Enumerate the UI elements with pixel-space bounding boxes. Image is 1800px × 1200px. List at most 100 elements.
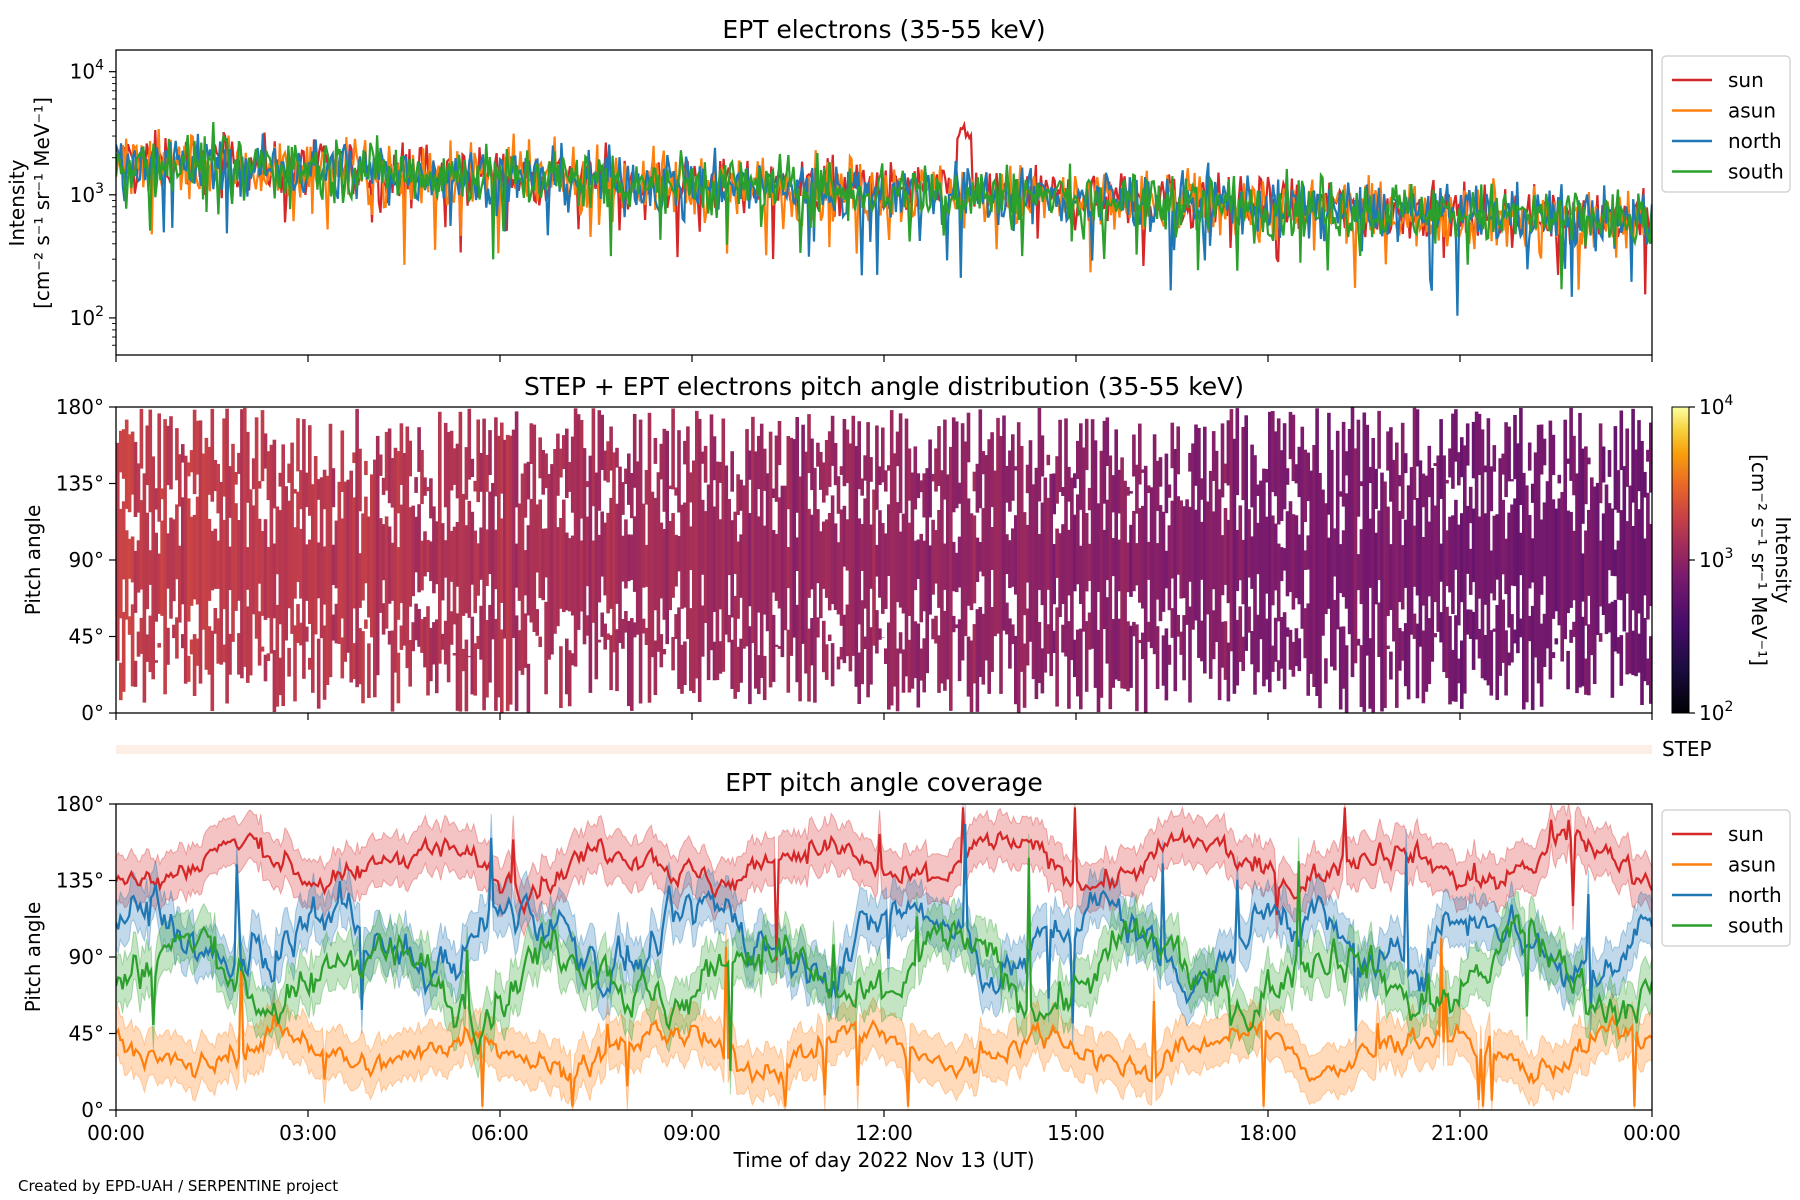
- heatmap-cell: [228, 466, 232, 518]
- coverage-line-asun: [116, 937, 1652, 1107]
- heatmap-cell: [479, 527, 483, 580]
- heatmap-cell: [712, 506, 717, 612]
- heatmap-cell: [913, 446, 918, 510]
- heatmap-cell: [1563, 419, 1567, 640]
- heatmap-cell: [907, 448, 912, 501]
- heatmap-cell: [1253, 455, 1257, 695]
- heatmap-cell: [1138, 639, 1142, 644]
- legend-label-sun: sun: [1728, 68, 1764, 92]
- heatmap-cell: [186, 498, 191, 622]
- heatmap-cell: [210, 630, 215, 711]
- heatmap-cell: [762, 525, 767, 615]
- heatmap-cell: [1631, 408, 1635, 503]
- heatmap-cell: [689, 526, 693, 571]
- heatmap-cell: [1392, 459, 1396, 642]
- legend-label-south: south: [1728, 914, 1784, 938]
- heatmap-cell: [1315, 408, 1319, 696]
- heatmap-cell: [1554, 508, 1559, 612]
- heatmap-cell: [1226, 519, 1231, 604]
- heatmap-cell: [1389, 427, 1393, 502]
- heatmap-cell: [627, 534, 631, 582]
- heatmap-cell: [937, 426, 941, 486]
- heatmap-cell: [1519, 532, 1523, 576]
- heatmap-cell: [1389, 544, 1393, 610]
- heatmap-cell: [1220, 423, 1225, 498]
- heatmap-cell: [931, 473, 935, 482]
- heatmap-cell: [1386, 506, 1390, 617]
- heatmap-cell: [119, 430, 123, 473]
- heatmap-cell: [1182, 615, 1186, 681]
- heatmap-cell: [1613, 426, 1618, 510]
- heatmap-cell: [715, 461, 720, 681]
- heatmap-cell: [260, 531, 265, 616]
- heatmap-cell: [1631, 526, 1635, 611]
- heatmap-cell: [346, 479, 350, 653]
- heatmap-cell: [635, 461, 640, 635]
- heatmap-cell: [1073, 639, 1077, 678]
- heatmap-cell: [139, 408, 144, 469]
- heatmap-cell: [1486, 418, 1491, 686]
- heatmap-cell: [830, 495, 835, 605]
- heatmap-cell: [624, 468, 628, 484]
- heatmap-cell: [913, 540, 918, 591]
- heatmap-cell: [975, 463, 980, 513]
- heatmap-cell: [863, 455, 867, 481]
- heatmap-cell: [181, 497, 185, 605]
- heatmap-cell: [1557, 498, 1562, 626]
- heatmap-cell: [668, 485, 672, 490]
- heatmap-cell: [875, 610, 879, 654]
- heatmap-cell: [1572, 530, 1576, 601]
- heatmap-cell: [1457, 452, 1461, 486]
- heatmap-cell: [207, 446, 212, 495]
- heatmap-cell: [934, 615, 938, 644]
- heatmap-cell: [1282, 612, 1287, 690]
- heatmap-cell: [1643, 471, 1647, 498]
- heatmap-cell: [588, 455, 593, 693]
- heatmap-cell: [381, 603, 386, 635]
- heatmap-cell: [683, 641, 687, 685]
- heatmap-cell: [204, 437, 209, 670]
- heatmap-cell: [414, 477, 418, 493]
- heatmap-cell: [334, 603, 339, 644]
- heatmap-cell: [887, 504, 891, 576]
- heatmap-cell: [845, 604, 850, 657]
- heatmap-cell: [331, 544, 336, 585]
- heatmap-cell: [1451, 413, 1455, 489]
- heatmap-cell: [240, 409, 244, 679]
- heatmap-cell: [390, 630, 395, 712]
- heatmap-cell: [700, 499, 705, 575]
- heatmap-cell: [500, 422, 504, 494]
- heatmap-cell: [1200, 478, 1204, 500]
- heatmap-cell: [1070, 477, 1074, 661]
- heatmap-cell: [399, 504, 404, 604]
- heatmap-cell: [1028, 440, 1033, 642]
- panel-step-strip: STEP: [116, 737, 1712, 761]
- heatmap-cell: [774, 533, 779, 601]
- heatmap-cell: [1333, 528, 1337, 577]
- series-line-north: [116, 133, 1652, 316]
- ytick-label: 135°: [56, 472, 104, 496]
- heatmap-cell: [733, 595, 737, 699]
- heatmap-cell: [1377, 510, 1381, 581]
- heatmap-cell: [1415, 498, 1420, 596]
- xtick-label: 12:00: [855, 1121, 913, 1145]
- heatmap-cell: [520, 473, 525, 675]
- heatmap-cell: [1256, 522, 1260, 575]
- heatmap-cell: [759, 423, 764, 678]
- heatmap-cell: [1533, 452, 1538, 658]
- heatmap-cell: [922, 540, 926, 612]
- heatmap-cell: [1637, 420, 1641, 492]
- heatmap-cell: [641, 503, 646, 588]
- heatmap-cell: [1011, 528, 1015, 587]
- heatmap-cell: [127, 434, 132, 513]
- heatmap-cell: [1572, 435, 1576, 496]
- heatmap-cell: [1344, 645, 1349, 713]
- heatmap-cell: [1102, 420, 1107, 504]
- heatmap-cell: [570, 653, 575, 666]
- heatmap-cell: [600, 414, 604, 470]
- heatmap-cell: [178, 545, 182, 623]
- heatmap-cell: [207, 626, 212, 675]
- heatmap-cell: [609, 497, 613, 609]
- heatmap-cell: [361, 631, 365, 704]
- heatmap-cell: [1613, 599, 1618, 652]
